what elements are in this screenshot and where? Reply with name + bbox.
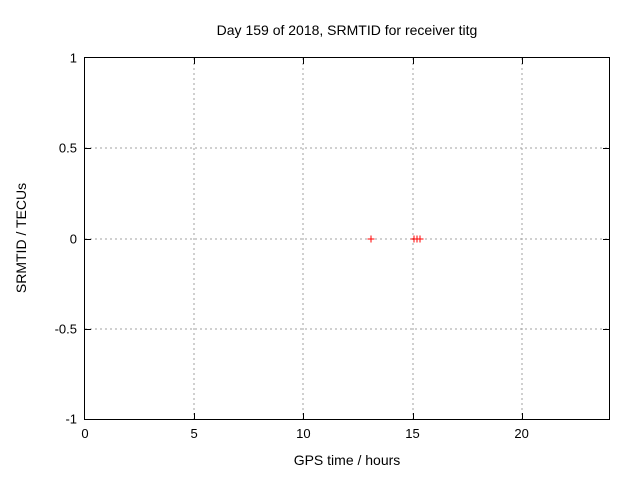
y-tick-label: 0	[69, 231, 77, 246]
y-tick-mark	[603, 328, 609, 330]
y-gridline	[85, 147, 609, 149]
marker-vertical-line	[370, 235, 372, 242]
y-tick-mark	[85, 148, 91, 150]
x-tick-mark	[303, 413, 305, 419]
data-point-marker	[416, 235, 424, 242]
x-tick-mark	[412, 58, 414, 64]
y-tick-mark	[603, 148, 609, 150]
y-tick-mark	[85, 328, 91, 330]
y-tick-label: 1	[69, 50, 77, 66]
x-tick-label: 20	[514, 426, 529, 441]
y-tick-mark	[85, 238, 91, 240]
x-tick-mark	[303, 58, 305, 64]
x-tick-mark	[412, 413, 414, 419]
x-axis-label: GPS time / hours	[293, 452, 401, 468]
y-tick-label: -1	[65, 411, 77, 427]
x-tick-mark	[521, 58, 523, 64]
y-gridline	[85, 328, 609, 330]
x-tick-mark	[194, 413, 196, 419]
x-tick-label: 15	[405, 426, 420, 441]
chart-title: Day 159 of 2018, SRMTID for receiver tit…	[216, 22, 478, 38]
x-tick-label: 0	[81, 426, 89, 441]
y-gridline	[85, 238, 609, 239]
y-tick-label: 0.5	[58, 140, 77, 156]
plot-area: Day 159 of 2018, SRMTID for receiver tit…	[13, 22, 610, 468]
y-axis-label: SRMTID / TECUs	[13, 182, 29, 294]
marker-vertical-line	[419, 235, 421, 242]
x-tick-label: 5	[190, 426, 198, 441]
x-tick-mark	[521, 413, 523, 419]
data-point-marker	[367, 235, 375, 242]
x-tick-label: 10	[296, 426, 311, 441]
y-tick-label: -0.5	[54, 321, 77, 337]
x-tick-mark	[194, 58, 196, 64]
y-tick-mark	[603, 238, 609, 240]
